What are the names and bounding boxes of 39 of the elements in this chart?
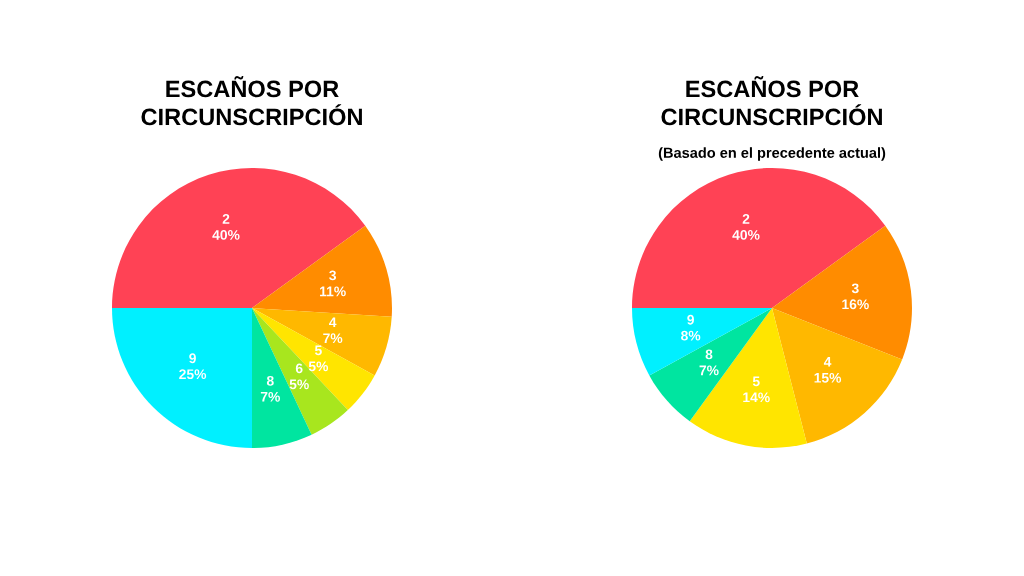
- pie-slice: [252, 225, 392, 317]
- slice-label: 5: [752, 376, 760, 387]
- chart-subtitle: (Basado en el precedente actual): [658, 147, 886, 161]
- slice-label: 8: [705, 349, 713, 360]
- pie-slice: [632, 168, 886, 308]
- pie-slice: [252, 308, 348, 435]
- data-label: 40%: [732, 229, 760, 240]
- slice-label: 4: [329, 317, 337, 328]
- data-label: 7%: [699, 365, 719, 376]
- data-label: 5%: [308, 361, 329, 372]
- slice-label: 8: [266, 375, 274, 386]
- pie-slice: [112, 168, 366, 308]
- data-label: 11%: [320, 286, 346, 297]
- slice-label: 5: [314, 345, 322, 356]
- data-label: 7%: [260, 391, 280, 402]
- slice-label: 3: [851, 283, 859, 294]
- slice-label: 4: [823, 357, 832, 367]
- data-label: 5%: [289, 379, 309, 390]
- slice-label: 2: [222, 214, 230, 224]
- slice-label: 9: [189, 353, 196, 364]
- data-label: 7%: [323, 333, 343, 344]
- pie-slice: [632, 308, 772, 376]
- data-label: 40%: [212, 229, 240, 240]
- slice-label: 9: [687, 314, 694, 325]
- data-label: 16%: [842, 299, 869, 310]
- slice-label: 2: [742, 214, 750, 224]
- data-label: 25%: [179, 369, 207, 380]
- pie-slice: [252, 308, 375, 411]
- data-label: 14%: [743, 392, 770, 403]
- pie-slice: [252, 308, 392, 376]
- data-label: 8%: [681, 330, 701, 341]
- slice-label: 6: [295, 363, 303, 374]
- chart-title: ESCAÑOS POR CIRCUNSCRIPCIÓN: [141, 76, 362, 126]
- chart-title: ESCAÑOS POR CIRCUNSCRIPCIÓN: [661, 76, 882, 126]
- slice-label: 3: [329, 270, 337, 281]
- data-label: 15%: [814, 372, 842, 383]
- pie-slice: [112, 308, 252, 448]
- pie-slice: [772, 308, 903, 444]
- pie-slice: [649, 308, 772, 422]
